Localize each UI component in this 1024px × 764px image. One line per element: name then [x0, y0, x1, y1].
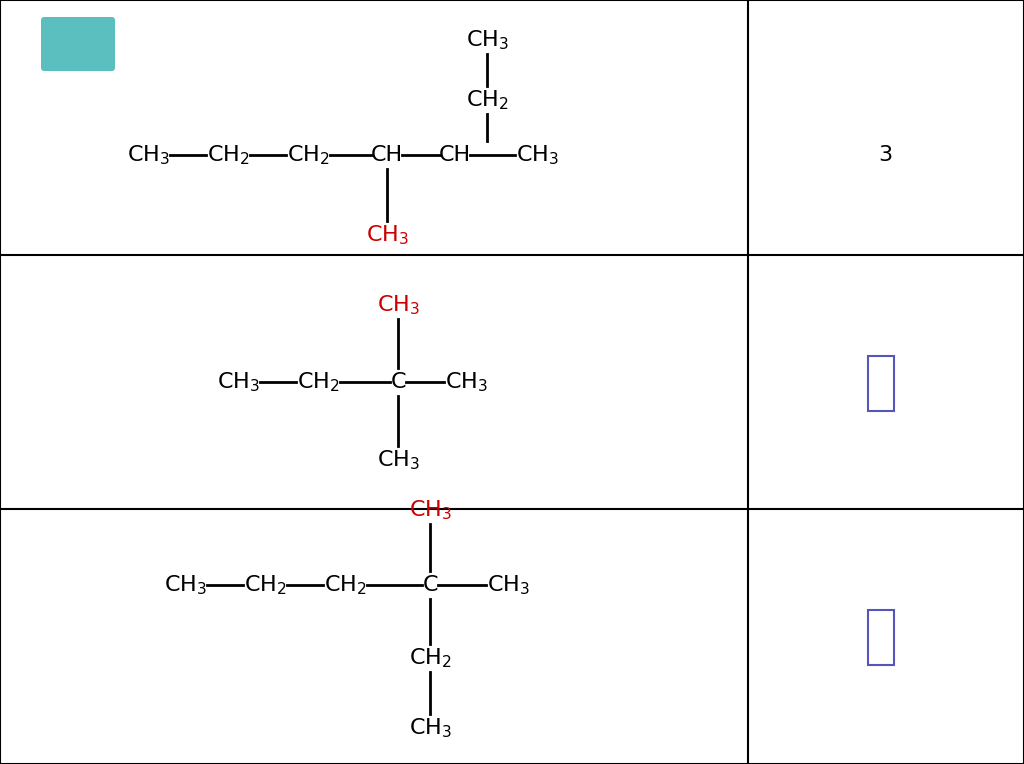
Text: C: C — [390, 372, 406, 392]
Text: CH$_2$: CH$_2$ — [244, 573, 287, 597]
Text: CH$_2$: CH$_2$ — [297, 371, 339, 393]
Text: CH$_3$: CH$_3$ — [164, 573, 207, 597]
Text: CH$_3$: CH$_3$ — [409, 498, 452, 522]
Text: CH$_3$: CH$_3$ — [466, 28, 509, 52]
Text: CH$_2$: CH$_2$ — [466, 88, 508, 112]
Text: CH: CH — [439, 145, 471, 165]
Text: CH$_3$: CH$_3$ — [366, 223, 409, 247]
Text: CH$_3$: CH$_3$ — [486, 573, 529, 597]
Text: CH: CH — [371, 145, 403, 165]
Text: v: v — [106, 34, 118, 53]
Text: CH$_2$: CH$_2$ — [287, 143, 330, 167]
Bar — [868, 610, 894, 665]
Text: CH$_2$: CH$_2$ — [324, 573, 367, 597]
Text: CH$_3$: CH$_3$ — [515, 143, 558, 167]
Text: CH$_3$: CH$_3$ — [377, 448, 420, 472]
Bar — [868, 356, 894, 411]
Text: CH$_3$: CH$_3$ — [409, 716, 452, 740]
Text: CH$_3$: CH$_3$ — [377, 293, 420, 317]
FancyBboxPatch shape — [41, 17, 115, 71]
Text: CH$_3$: CH$_3$ — [127, 143, 170, 167]
Text: CH$_2$: CH$_2$ — [409, 646, 452, 670]
Text: CH$_2$: CH$_2$ — [207, 143, 250, 167]
Text: 3: 3 — [878, 145, 892, 165]
Text: CH$_3$: CH$_3$ — [216, 371, 259, 393]
Text: CH$_3$: CH$_3$ — [444, 371, 487, 393]
Text: C: C — [422, 575, 437, 595]
